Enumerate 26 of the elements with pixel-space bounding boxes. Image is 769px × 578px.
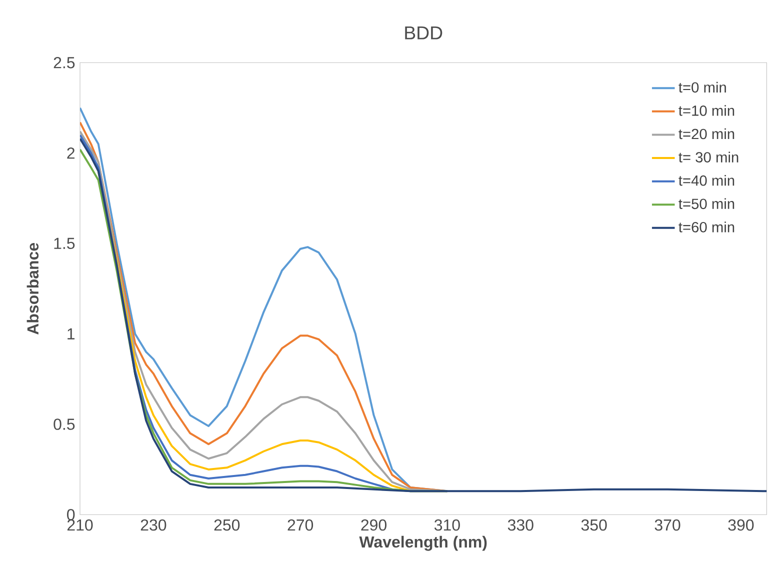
legend-label: t=10 min <box>678 105 734 116</box>
legend-label: t=50 min <box>678 198 734 210</box>
y-tick-label: 1 <box>68 328 75 340</box>
y-tick-label: 1.5 <box>54 238 75 250</box>
x-tick-label: 350 <box>581 519 607 531</box>
chart-title: BDD <box>405 26 442 40</box>
legend-label: t=60 min <box>678 222 734 232</box>
x-tick-label: 230 <box>140 519 166 531</box>
x-tick-label: 290 <box>361 519 386 531</box>
x-tick-label: 250 <box>214 519 240 531</box>
legend-label: t=40 min <box>678 175 734 186</box>
legend-label: t=20 min <box>678 128 734 140</box>
x-tick-label: 210 <box>67 519 93 531</box>
legend-label: t= 30 min <box>678 152 738 162</box>
y-tick-label: 0 <box>67 508 75 520</box>
x-tick-label: 270 <box>288 519 314 531</box>
legend-label: t=0 min <box>678 82 726 93</box>
y-tick-label: 2.5 <box>54 57 75 68</box>
x-axis-title: Wavelength (nm) <box>359 536 487 551</box>
y-axis-title: Absorbance <box>26 242 39 334</box>
x-tick-label: 370 <box>654 519 680 531</box>
x-tick-label: 390 <box>728 519 754 531</box>
x-tick-label: 310 <box>434 519 460 531</box>
y-tick-label: 0.5 <box>54 418 75 430</box>
x-tick-label: 330 <box>508 519 534 531</box>
y-tick-label: 2 <box>67 147 74 159</box>
